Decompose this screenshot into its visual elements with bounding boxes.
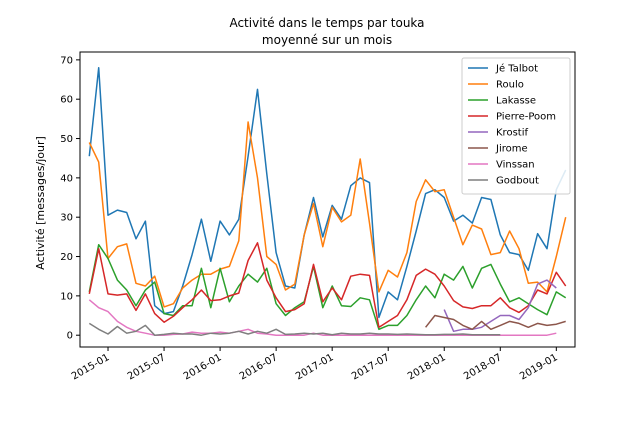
y-tick-label: 50 [60,134,73,145]
legend-entry-label: Lakasse [496,96,536,107]
plot-frame [79,51,576,348]
legend-entry-label: Pierre-Poom [496,112,556,123]
y-tick-label: 40 [60,173,73,184]
legend-entry-label: Jirome [495,144,528,155]
legend-entry-label: Vinssan [496,160,535,171]
series-line-0 [88,66,567,319]
series-line-5 [425,314,566,331]
y-tick-label: 70 [60,55,73,66]
y-axis-label: Activité [messages/jour] [34,136,47,270]
y-tick-label: 10 [60,291,73,302]
legend-entry-label: Jé Talbot [495,63,538,75]
legend: Jé Talbot Roulo Lakasse Pierre-Poom Krostif J… [461,57,571,195]
series-line-7 [88,322,501,336]
y-tick-label: 20 [60,252,73,263]
legend-entry-label: Krostif [496,128,528,139]
series-line-4 [443,279,557,333]
y-tick-label: 0 [67,331,73,342]
series-line-1 [88,121,567,308]
y-tick-label: 60 [60,95,73,106]
y-tick-label: 30 [60,213,73,224]
legend-entry-label: Godbout [496,176,539,187]
series-line-2 [88,243,567,331]
legend-entry-label: Roulo [496,80,524,91]
chart-title-line-2: moyenné sur un mois [262,33,392,47]
series-line-3 [88,242,567,329]
legend-box [461,57,571,195]
chart-title-line-1: Activité dans le temps par touka [229,16,424,30]
